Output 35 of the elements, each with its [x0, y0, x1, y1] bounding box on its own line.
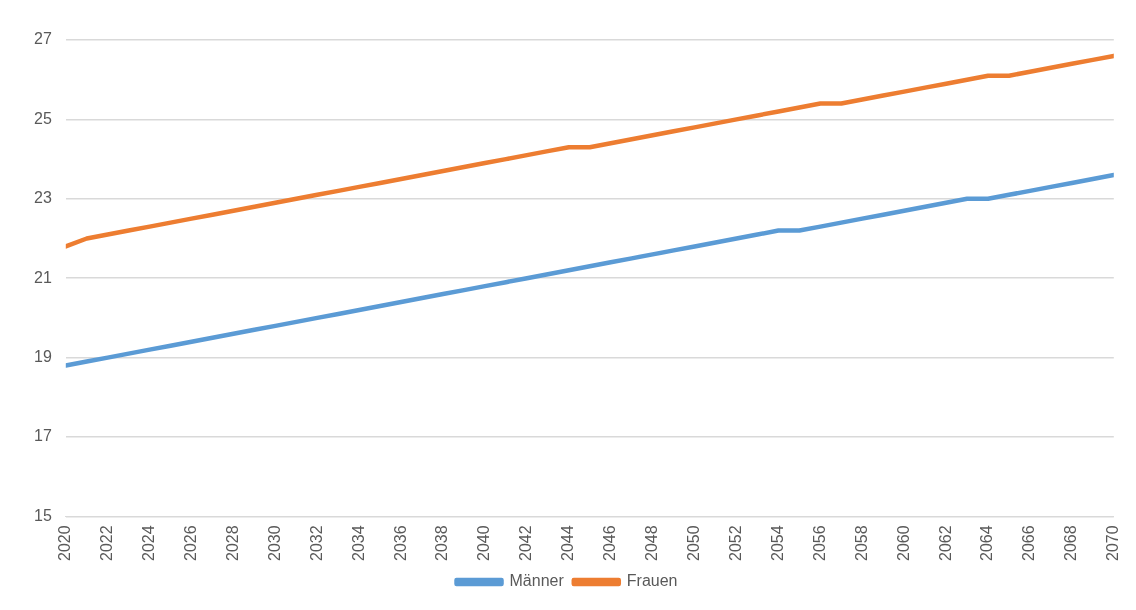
legend-label: Männer [509, 572, 565, 590]
x-tick-label: 2064 [978, 525, 996, 561]
y-tick-label: 27 [34, 30, 52, 48]
x-tick-label: 2044 [559, 525, 577, 561]
y-tick-label: 23 [34, 189, 52, 207]
x-tick-label: 2020 [56, 525, 74, 561]
x-tick-label: 2054 [768, 525, 786, 561]
y-tick-label: 17 [34, 427, 52, 445]
x-tick-label: 2040 [475, 525, 493, 561]
x-tick-label: 2022 [98, 525, 116, 561]
x-tick-label: 2052 [726, 525, 744, 561]
legend-label: Frauen [626, 572, 678, 590]
x-tick-label: 2032 [307, 525, 325, 561]
x-tick-label: 2068 [1062, 525, 1080, 561]
x-tick-label: 2058 [852, 525, 870, 561]
x-tick-label: 2024 [140, 525, 158, 561]
x-tick-label: 2038 [433, 525, 451, 561]
x-tick-label: 2028 [223, 525, 241, 561]
x-tick-label: 2034 [349, 525, 367, 561]
x-tick-label: 2056 [810, 525, 828, 561]
y-tick-label: 25 [34, 109, 52, 127]
x-tick-label: 2060 [894, 525, 912, 561]
x-tick-label: 2070 [1104, 525, 1122, 561]
y-tick-label: 19 [34, 348, 52, 366]
x-tick-label: 2062 [936, 525, 954, 561]
y-tick-label: 21 [34, 268, 52, 286]
x-tick-label: 2042 [517, 525, 535, 561]
x-tick-label: 2048 [643, 525, 661, 561]
x-tick-label: 2026 [181, 525, 199, 561]
x-tick-label: 2050 [685, 525, 703, 561]
x-tick-label: 2066 [1020, 525, 1038, 561]
x-tick-label: 2046 [601, 525, 619, 561]
y-tick-label: 15 [34, 506, 52, 524]
x-tick-label: 2036 [391, 525, 409, 561]
x-tick-label: 2030 [265, 525, 283, 561]
